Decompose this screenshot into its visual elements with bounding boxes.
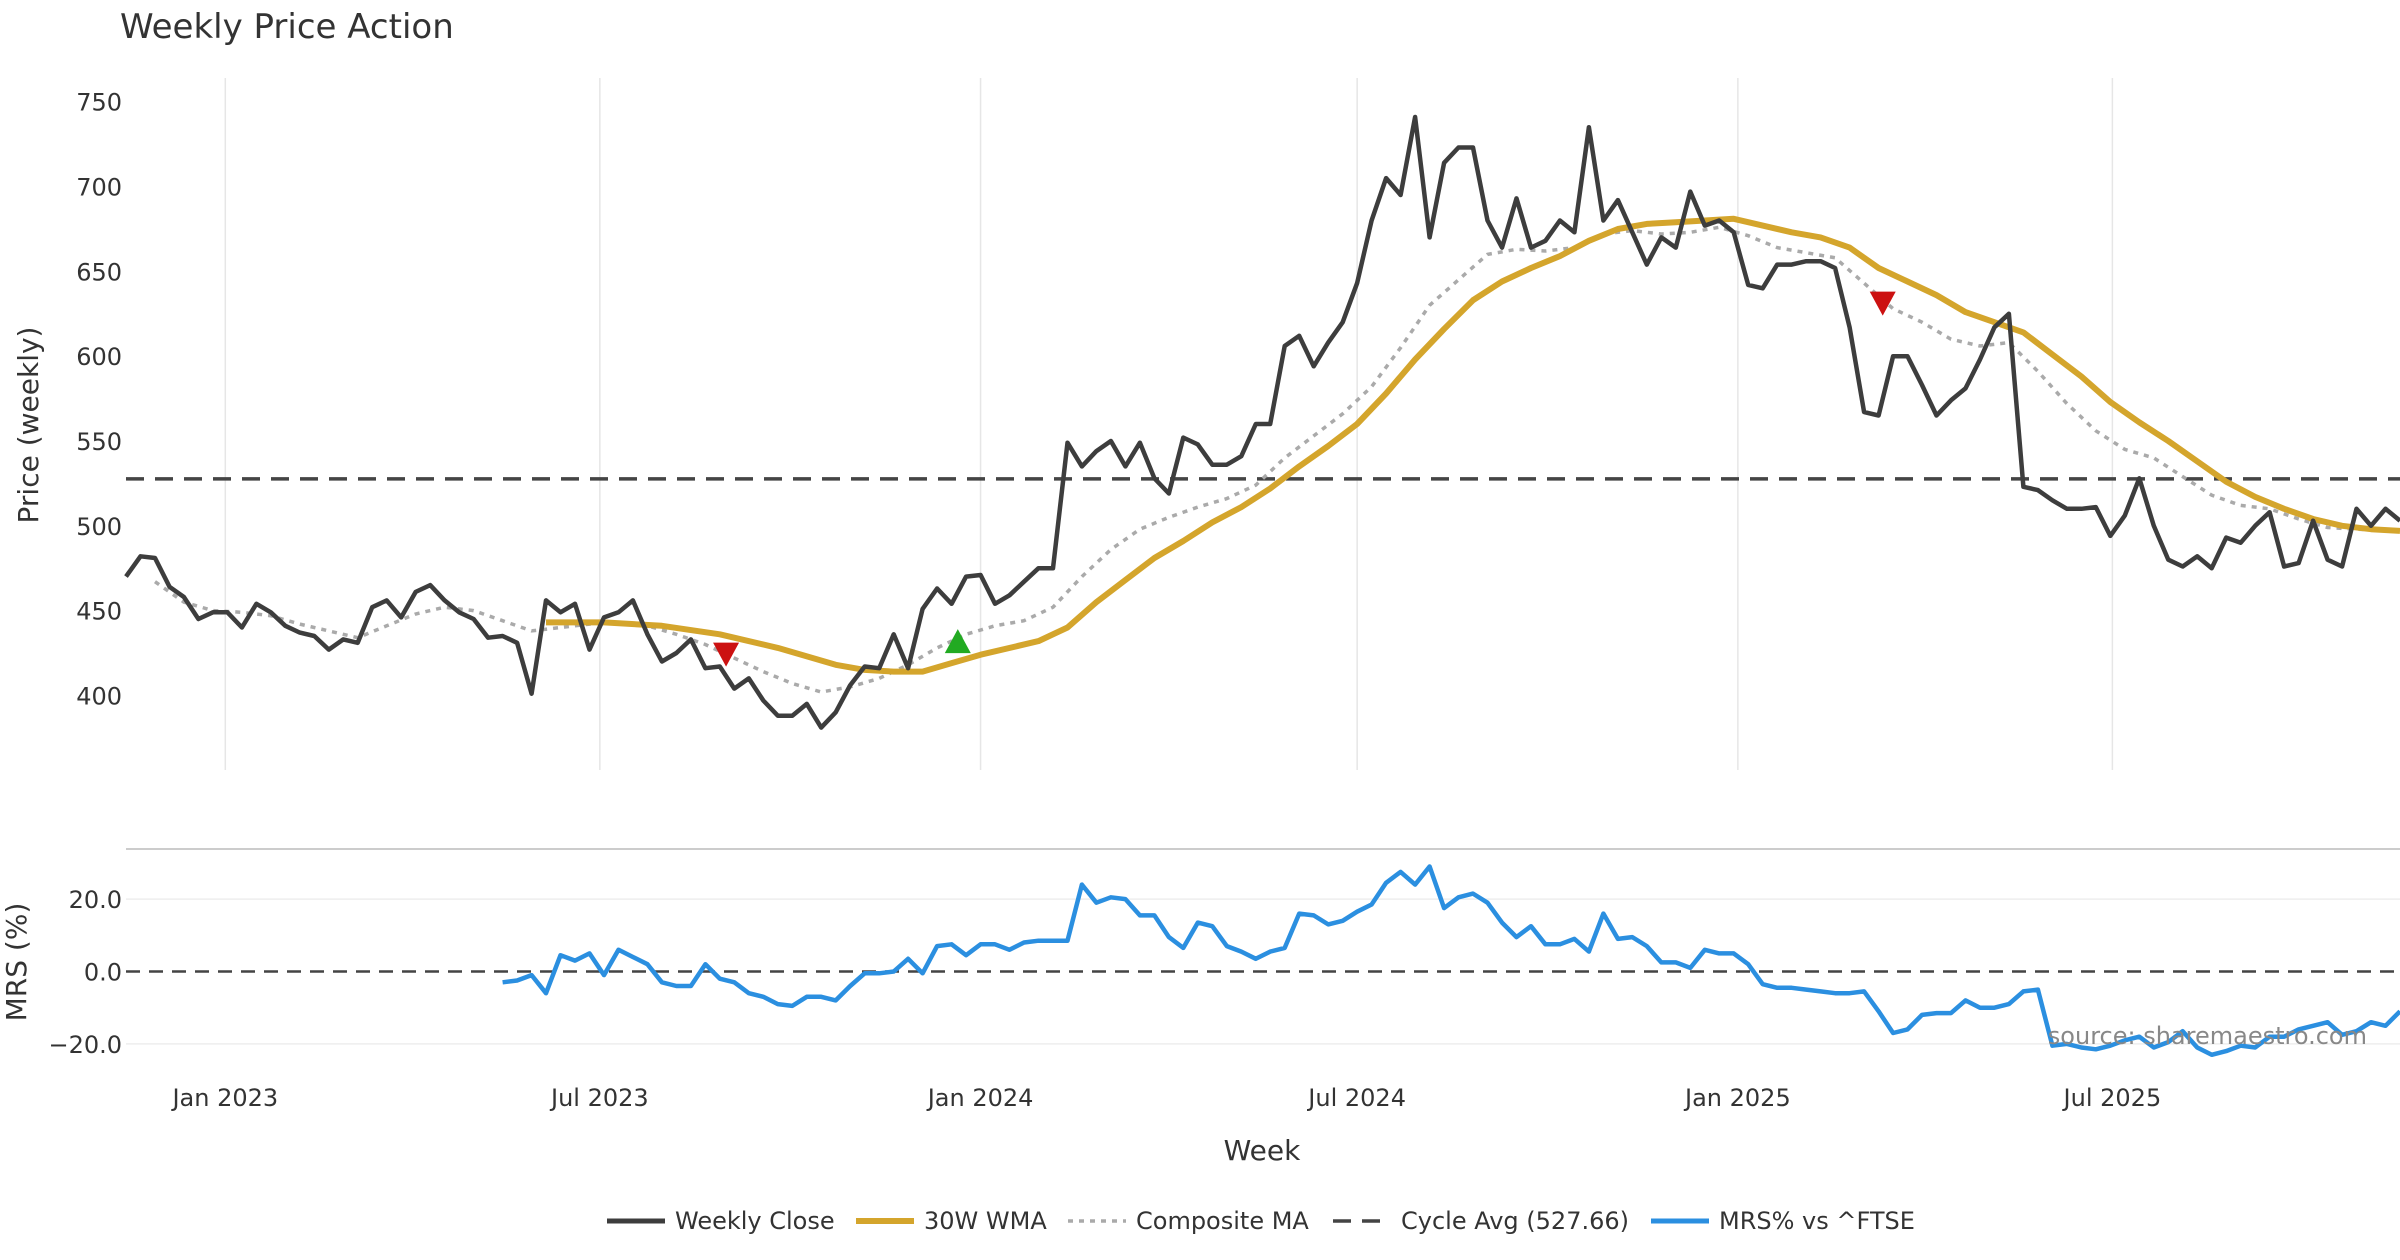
price-y-tick-label: 650 [76,258,122,286]
legend-label: MRS% vs ^FTSE [1719,1207,1915,1235]
price-y-tick-label: 450 [76,598,122,626]
price-y-tick-label: 400 [76,682,122,710]
legend: Weekly Close 30W WMA Composite MA Cycle Avg… [607,1207,1915,1235]
x-tick-label: Jan 2024 [926,1084,1034,1112]
legend-label: 30W WMA [924,1207,1047,1235]
x-axis-label: Week [1224,1134,1301,1167]
mrs-series [126,864,2400,1058]
legend-item-mrs: MRS% vs ^FTSE [1651,1207,1915,1235]
price-y-tick-label: 700 [76,174,122,202]
legend-item-composite: Composite MA [1068,1207,1309,1235]
legend-label: Weekly Close [675,1207,835,1235]
x-tick-label: Jul 2025 [2062,1084,2162,1112]
source-note: source: sharemaestro.com [2048,1022,2367,1050]
legend-label: Cycle Avg (527.66) [1401,1207,1629,1235]
price-panel-grid [224,78,2114,770]
legend-label: Composite MA [1136,1207,1309,1235]
buy-signal-marker [944,629,971,654]
sell-signal-marker [1869,291,1896,316]
legend-item-wma: 30W WMA [856,1207,1047,1235]
price-series [124,114,2400,730]
wma-30w-line [546,215,2400,675]
mrs-y-ticks: 20.0 0.0 −20.0 [48,886,122,1059]
signal-markers [713,291,1896,667]
x-tick-label: Jan 2023 [170,1084,278,1112]
legend-item-cycle: Cycle Avg (527.66) [1333,1207,1629,1235]
price-y-axis-label: Price (weekly) [12,327,45,524]
sell-signal-marker [713,642,740,667]
price-y-tick-label: 550 [76,428,122,456]
mrs-y-axis-label: MRS (%) [0,903,33,1022]
price-y-ticks: 400 450 500 550 600 650 700 750 [76,89,122,711]
x-tick-label: Jan 2025 [1683,1084,1791,1112]
x-axis-ticks: Jan 2023 Jul 2023 Jan 2024 Jul 2024 Jan 2025… [170,1084,2161,1112]
mrs-line [502,864,2400,1058]
x-tick-label: Jul 2024 [1306,1084,1406,1112]
price-y-tick-label: 750 [76,89,122,117]
mrs-y-tick-label: 0.0 [84,958,122,986]
legend-item-close: Weekly Close [607,1207,835,1235]
x-tick-label: Jul 2023 [549,1084,649,1112]
price-y-tick-label: 600 [76,343,122,371]
chart-title: Weekly Price Action [120,7,454,47]
weekly-close-line [124,114,2400,730]
mrs-y-tick-label: 20.0 [69,886,122,914]
mrs-panel-grid [126,898,2400,1045]
price-y-tick-label: 500 [76,513,122,541]
mrs-y-tick-label: −20.0 [48,1031,122,1059]
